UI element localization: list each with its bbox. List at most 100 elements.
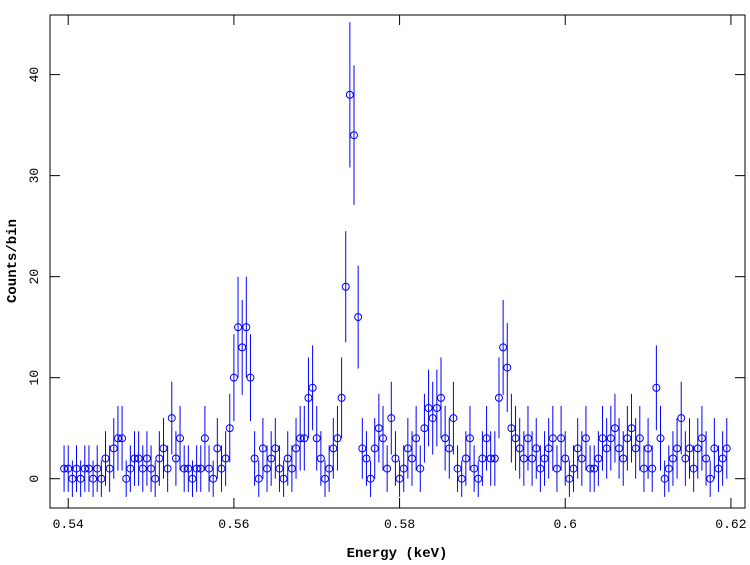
data-point	[610, 424, 619, 433]
data-point	[565, 474, 574, 483]
data-point	[465, 434, 474, 443]
y-axis-title: Counts/bin	[5, 219, 21, 303]
data-point	[569, 464, 578, 473]
data-point	[341, 282, 350, 291]
data-point	[64, 464, 73, 473]
data-point	[515, 444, 524, 453]
data-point	[445, 444, 454, 453]
data-point	[113, 434, 122, 443]
data-point	[304, 393, 313, 402]
data-point	[623, 434, 632, 443]
data-point	[316, 454, 325, 463]
data-point	[656, 434, 665, 443]
data-point	[163, 464, 172, 473]
data-point	[134, 454, 143, 463]
data-point	[383, 464, 392, 473]
data-point	[221, 454, 230, 463]
data-point	[358, 444, 367, 453]
data-point	[101, 454, 110, 463]
data-point	[540, 454, 549, 463]
data-point	[188, 474, 197, 483]
data-point	[246, 373, 255, 382]
data-point	[677, 414, 686, 423]
data-point	[428, 414, 437, 423]
data-point	[441, 434, 450, 443]
data-point	[412, 434, 421, 443]
data-point	[118, 434, 127, 443]
data-point	[308, 383, 317, 392]
data-point	[399, 464, 408, 473]
data-point	[151, 474, 160, 483]
data-point	[478, 454, 487, 463]
data-point	[573, 444, 582, 453]
data-point	[395, 474, 404, 483]
data-point	[648, 464, 657, 473]
data-point	[453, 464, 462, 473]
data-point	[171, 454, 180, 463]
data-point	[250, 454, 259, 463]
data-point	[97, 474, 106, 483]
data-point	[523, 434, 532, 443]
data-point	[697, 434, 706, 443]
data-point	[80, 464, 89, 473]
data-point	[673, 444, 682, 453]
data-point	[714, 464, 723, 473]
data-point	[470, 464, 479, 473]
x-tick-label: 0.6	[554, 517, 577, 532]
data-point	[561, 454, 570, 463]
data-point	[639, 464, 648, 473]
data-point	[325, 464, 334, 473]
data-point	[424, 403, 433, 412]
plot-frame	[49, 14, 746, 509]
data-point	[519, 454, 528, 463]
data-point	[581, 434, 590, 443]
data-point	[93, 464, 102, 473]
data-point	[312, 434, 321, 443]
data-point	[283, 454, 292, 463]
data-point	[474, 474, 483, 483]
data-point	[635, 434, 644, 443]
data-point	[180, 464, 189, 473]
data-point	[482, 434, 491, 443]
data-point	[615, 444, 624, 453]
data-point	[511, 434, 520, 443]
data-point	[407, 454, 416, 463]
data-point	[664, 464, 673, 473]
data-point	[366, 474, 375, 483]
data-point	[644, 444, 653, 453]
data-point	[217, 464, 226, 473]
data-point	[109, 444, 118, 453]
data-point	[196, 464, 205, 473]
y-tick-label: 30	[27, 168, 42, 184]
x-tick-label: 0.62	[715, 517, 746, 532]
data-point	[532, 444, 541, 453]
data-point	[681, 454, 690, 463]
data-point	[362, 454, 371, 463]
data-point	[89, 474, 98, 483]
data-point	[594, 454, 603, 463]
data-point	[287, 464, 296, 473]
y-tick-label: 40	[27, 67, 42, 83]
data-point	[391, 454, 400, 463]
data-point	[403, 444, 412, 453]
data-point	[333, 434, 342, 443]
data-point	[68, 474, 77, 483]
data-point	[321, 474, 330, 483]
data-point	[234, 323, 243, 332]
data-point	[494, 393, 503, 402]
data-point	[507, 424, 516, 433]
data-point	[254, 474, 263, 483]
data-point	[490, 454, 499, 463]
data-point	[155, 454, 164, 463]
data-point	[209, 474, 218, 483]
data-point	[668, 454, 677, 463]
data-point	[296, 434, 305, 443]
data-point	[242, 323, 251, 332]
data-point	[590, 464, 599, 473]
data-point	[536, 464, 545, 473]
data-point	[130, 454, 139, 463]
data-point	[449, 414, 458, 423]
data-point	[229, 373, 238, 382]
data-point	[420, 424, 429, 433]
